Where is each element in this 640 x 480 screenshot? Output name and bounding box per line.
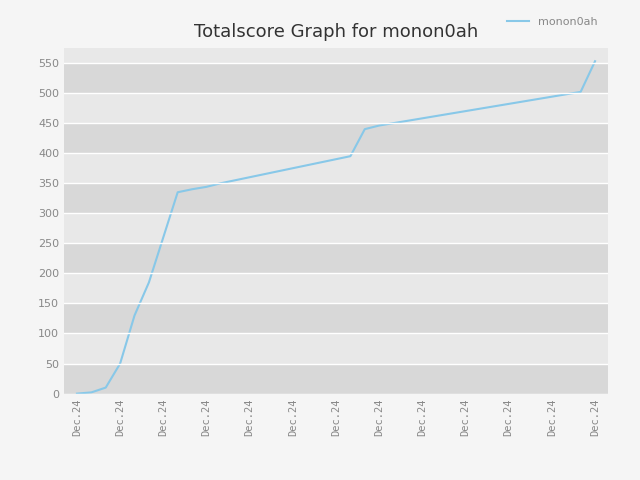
Bar — [64, 183, 608, 213]
Title: Totalscore Graph for monon0ah: Totalscore Graph for monon0ah — [194, 23, 478, 41]
Bar — [64, 303, 608, 334]
Bar — [64, 63, 608, 93]
Bar — [64, 123, 608, 153]
Bar — [64, 334, 608, 363]
Bar — [64, 274, 608, 303]
Bar — [64, 243, 608, 274]
Bar — [64, 213, 608, 243]
Bar — [64, 153, 608, 183]
Bar — [64, 363, 608, 394]
Bar — [64, 93, 608, 123]
Legend: monon0ah: monon0ah — [503, 12, 602, 31]
